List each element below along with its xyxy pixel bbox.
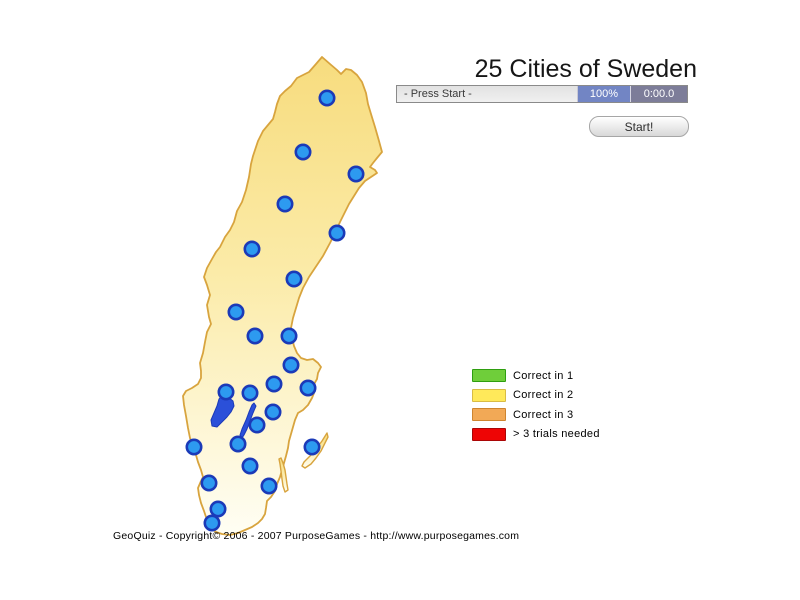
city-dot-12[interactable]: [265, 375, 283, 393]
city-dot-18[interactable]: [229, 435, 247, 453]
legend: Correct in 1 Correct in 2 Correct in 3 > 3 …: [472, 369, 600, 447]
island-oland: [278, 457, 289, 493]
city-dot-6[interactable]: [243, 240, 261, 258]
legend-item: > 3 trials needed: [472, 427, 600, 441]
city-dot-4[interactable]: [276, 195, 294, 213]
sweden-outline[interactable]: [182, 56, 383, 536]
city-dot-24[interactable]: [209, 500, 227, 518]
city-dot-11[interactable]: [282, 356, 300, 374]
city-dot-19[interactable]: [185, 438, 203, 456]
city-dot-25[interactable]: [203, 514, 221, 532]
legend-swatch-1: [472, 388, 506, 402]
city-dot-3[interactable]: [347, 165, 365, 183]
legend-swatch-0: [472, 369, 506, 382]
status-bar: - Press Start - 100% 0:00.0: [396, 85, 688, 103]
city-dot-23[interactable]: [260, 477, 278, 495]
city-dot-15[interactable]: [241, 384, 259, 402]
city-dot-17[interactable]: [248, 416, 266, 434]
city-dot-7[interactable]: [285, 270, 303, 288]
legend-label: Correct in 3: [513, 408, 574, 421]
legend-swatch-3: [472, 427, 506, 441]
legend-item: Correct in 2: [472, 388, 600, 402]
lake-vanern: [210, 394, 235, 428]
legend-label: Correct in 1: [513, 369, 574, 382]
legend-swatch-2: [472, 408, 506, 421]
city-dot-1[interactable]: [318, 89, 336, 107]
city-dot-9[interactable]: [246, 327, 264, 345]
legend-item: Correct in 3: [472, 408, 600, 421]
legend-label: Correct in 2: [513, 389, 574, 401]
city-dot-16[interactable]: [264, 403, 282, 421]
legend-item: Correct in 1: [472, 369, 600, 382]
city-dot-21[interactable]: [241, 457, 259, 475]
city-dot-22[interactable]: [200, 474, 218, 492]
city-dot-20[interactable]: [303, 438, 321, 456]
city-dot-13[interactable]: [299, 379, 317, 397]
sweden-map: [182, 56, 383, 536]
page-title: 25 Cities of Sweden: [474, 55, 697, 83]
city-dot-8[interactable]: [227, 303, 245, 321]
footer-credit: GeoQuiz - Copyright© 2006 - 2007 Purpose…: [113, 530, 520, 542]
city-dot-14[interactable]: [217, 383, 235, 401]
city-dot-2[interactable]: [294, 143, 312, 161]
legend-label: > 3 trials needed: [513, 428, 600, 440]
progress-percent: 100%: [577, 86, 630, 102]
city-dot-5[interactable]: [328, 224, 346, 242]
timer: 0:00.0: [630, 86, 687, 102]
status-message: - Press Start -: [397, 86, 577, 102]
city-dot-10[interactable]: [280, 327, 298, 345]
start-button[interactable]: Start!: [589, 116, 689, 137]
